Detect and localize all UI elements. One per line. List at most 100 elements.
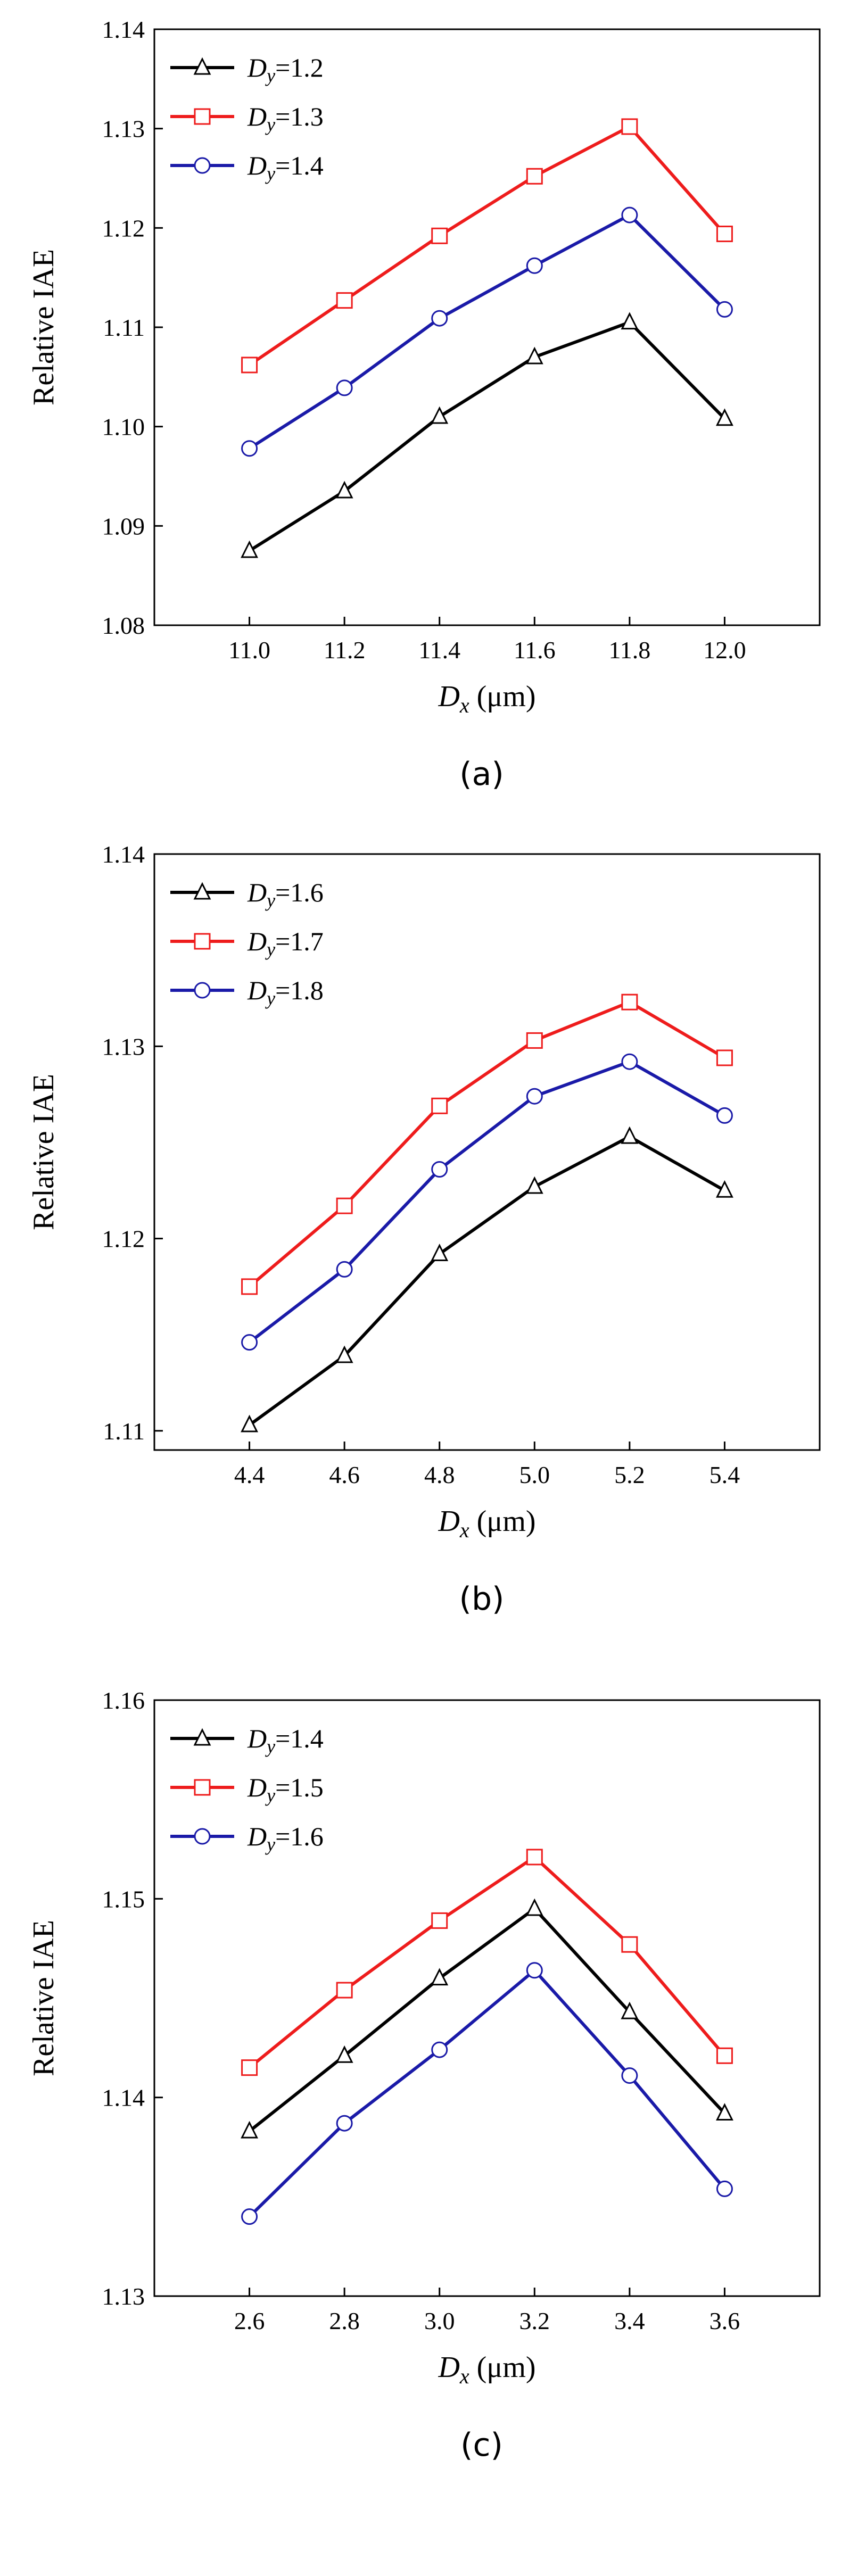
data-point-circle — [241, 440, 258, 457]
x-tick-label: 11.0 — [228, 636, 270, 664]
y-tick-label: 1.15 — [102, 1885, 145, 1912]
data-point-triangle — [193, 1728, 211, 1746]
legend-symbol: D — [247, 53, 267, 82]
plot-frame — [153, 1699, 821, 2297]
legend-value: =1.7 — [275, 926, 324, 956]
chart-1: 11.0 11.2 11.4 11.6 11.8 12.0 1.08 1.09 1.10 1.11… — [27, 16, 821, 793]
x-axis-label-unit: (μm) — [469, 680, 536, 713]
data-point-circle — [716, 2180, 733, 2197]
legend-symbol: D — [247, 102, 267, 131]
series-3 — [241, 1053, 733, 1351]
x-tick-label: 3.2 — [519, 2307, 550, 2334]
panel-label: (a) — [459, 756, 504, 793]
legend-entry: Dy=1.2 — [247, 53, 324, 86]
y-tick-label: 1.16 — [102, 1687, 145, 1714]
x-axis-label-subscript: x — [459, 1518, 469, 1542]
data-point-square — [716, 2047, 733, 2064]
data-point-triangle — [335, 481, 353, 499]
x-tick-label: 11.6 — [514, 636, 556, 664]
x-axis-label-unit: (μm) — [469, 2351, 536, 2384]
y-tick-label: 1.13 — [102, 115, 145, 143]
y-axis-label: Relative IAE — [27, 1920, 60, 2076]
data-point-square — [431, 1097, 448, 1114]
x-axis-label-unit: (μm) — [469, 1505, 536, 1538]
data-point-circle — [194, 157, 211, 174]
x-axis-label: Dx (μm) — [438, 1505, 535, 1542]
x-tick-label: 5.2 — [614, 1461, 645, 1488]
series-line — [248, 1059, 725, 1344]
data-point-circle — [431, 2041, 448, 2058]
legend-entry: Dy=1.6 — [247, 877, 324, 911]
data-point-square — [716, 1049, 733, 1066]
chart-2: 4.4 4.6 4.8 5.0 5.2 5.4 1.11 1.12 1.13 1.14 Relati… — [27, 841, 821, 1618]
y-tick-label: 1.09 — [102, 512, 145, 540]
x-tick-label: 2.6 — [234, 2307, 265, 2334]
data-point-circle — [526, 1962, 543, 1979]
y-tick-label: 1.14 — [102, 16, 145, 43]
x-tick-label: 3.4 — [614, 2307, 645, 2334]
data-point-triangle — [621, 312, 639, 330]
data-point-circle — [241, 1334, 258, 1351]
data-point-circle — [621, 1053, 638, 1070]
legend-subscript: y — [265, 114, 275, 135]
x-tick-label: 5.0 — [519, 1461, 550, 1488]
x-axis-label: Dx (μm) — [438, 2351, 535, 2388]
data-point-square — [431, 1912, 448, 1929]
data-point-triangle — [716, 1180, 733, 1198]
data-point-square — [716, 226, 733, 243]
legend-symbol: D — [247, 151, 267, 180]
data-point-triangle — [193, 882, 211, 900]
chart-3: 2.6 2.8 3.0 3.2 3.4 3.6 1.13 1.14 1.15 1.16 Relati… — [27, 1687, 821, 2464]
data-point-triangle — [241, 540, 258, 558]
x-tick-label: 4.4 — [234, 1461, 265, 1488]
data-point-circle — [336, 2115, 353, 2132]
data-point-square — [621, 1936, 638, 1953]
legend-value: =1.6 — [275, 877, 324, 907]
data-point-circle — [716, 1107, 733, 1124]
legend: Dy=1.4Dy=1.5Dy=1.6 — [170, 1724, 324, 1855]
legend: Dy=1.6Dy=1.7Dy=1.8 — [170, 877, 324, 1009]
x-tick-label: 5.4 — [710, 1461, 740, 1488]
series-2 — [241, 1849, 733, 2076]
series-2 — [241, 993, 733, 1295]
data-point-triangle — [431, 1244, 449, 1261]
legend-symbol: D — [247, 1772, 267, 1802]
y-tick-label: 1.14 — [102, 841, 145, 868]
data-point-square — [336, 292, 353, 309]
data-point-square — [194, 1779, 211, 1796]
legend-entry: Dy=1.6 — [247, 1821, 324, 1855]
data-point-triangle — [335, 1345, 353, 1363]
legend-subscript: y — [265, 939, 275, 960]
series-1 — [241, 1126, 733, 1432]
legend-entry: Dy=1.7 — [247, 926, 324, 960]
series-line — [248, 1000, 725, 1288]
data-point-circle — [526, 257, 543, 274]
data-point-triangle — [716, 408, 733, 426]
legend-value: =1.3 — [275, 102, 324, 131]
series-line — [248, 320, 726, 552]
y-axis-label: Relative IAE — [27, 249, 60, 405]
y-tick-label: 1.13 — [102, 1033, 145, 1060]
panel-label: (c) — [460, 2426, 503, 2464]
data-point-square — [241, 357, 258, 374]
series-line — [248, 1906, 726, 2133]
legend-symbol: D — [247, 926, 267, 956]
data-point-triangle — [621, 1126, 639, 1144]
data-point-circle — [336, 379, 353, 396]
x-axis-label-subscript: x — [459, 2364, 469, 2388]
data-point-triangle — [621, 2001, 639, 2019]
x-axis-label-symbol: D — [438, 680, 459, 713]
series-line — [248, 1968, 726, 2218]
data-point-circle — [431, 310, 448, 327]
y-tick-label: 1.11 — [103, 314, 145, 341]
series-1 — [241, 312, 733, 558]
series-line — [248, 213, 726, 450]
data-point-triangle — [525, 346, 543, 365]
data-point-square — [526, 168, 543, 185]
y-tick-label: 1.11 — [103, 1418, 145, 1445]
data-point-triangle — [193, 57, 211, 75]
data-point-triangle — [525, 1898, 543, 1916]
y-axis-label: Relative IAE — [27, 1074, 60, 1230]
data-point-circle — [194, 982, 211, 999]
